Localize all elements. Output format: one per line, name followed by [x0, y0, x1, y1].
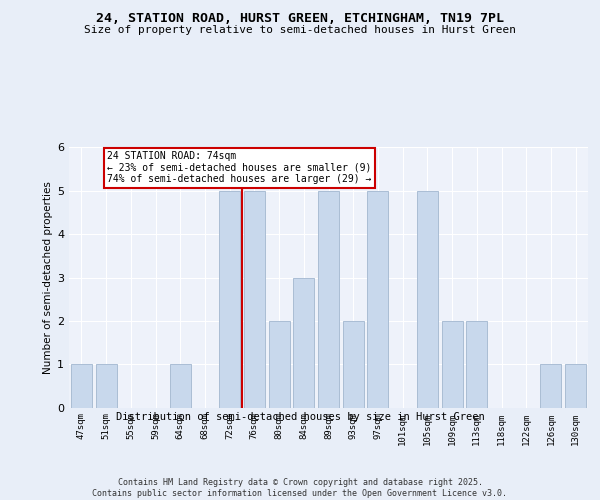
Bar — [95, 364, 116, 408]
Bar — [442, 321, 463, 408]
Bar — [170, 364, 191, 408]
Bar — [244, 191, 265, 408]
Bar — [417, 191, 438, 408]
Bar — [541, 364, 562, 408]
Text: Contains HM Land Registry data © Crown copyright and database right 2025.
Contai: Contains HM Land Registry data © Crown c… — [92, 478, 508, 498]
Bar — [269, 321, 290, 408]
Bar — [565, 364, 586, 408]
Bar — [367, 191, 388, 408]
Text: Distribution of semi-detached houses by size in Hurst Green: Distribution of semi-detached houses by … — [116, 412, 484, 422]
Text: 24, STATION ROAD, HURST GREEN, ETCHINGHAM, TN19 7PL: 24, STATION ROAD, HURST GREEN, ETCHINGHA… — [96, 12, 504, 26]
Text: Size of property relative to semi-detached houses in Hurst Green: Size of property relative to semi-detach… — [84, 25, 516, 35]
Y-axis label: Number of semi-detached properties: Number of semi-detached properties — [43, 181, 53, 374]
Bar — [219, 191, 240, 408]
Bar — [343, 321, 364, 408]
Text: 24 STATION ROAD: 74sqm
← 23% of semi-detached houses are smaller (9)
74% of semi: 24 STATION ROAD: 74sqm ← 23% of semi-det… — [107, 151, 371, 184]
Bar — [71, 364, 92, 408]
Bar — [293, 278, 314, 407]
Bar — [318, 191, 339, 408]
Bar — [466, 321, 487, 408]
